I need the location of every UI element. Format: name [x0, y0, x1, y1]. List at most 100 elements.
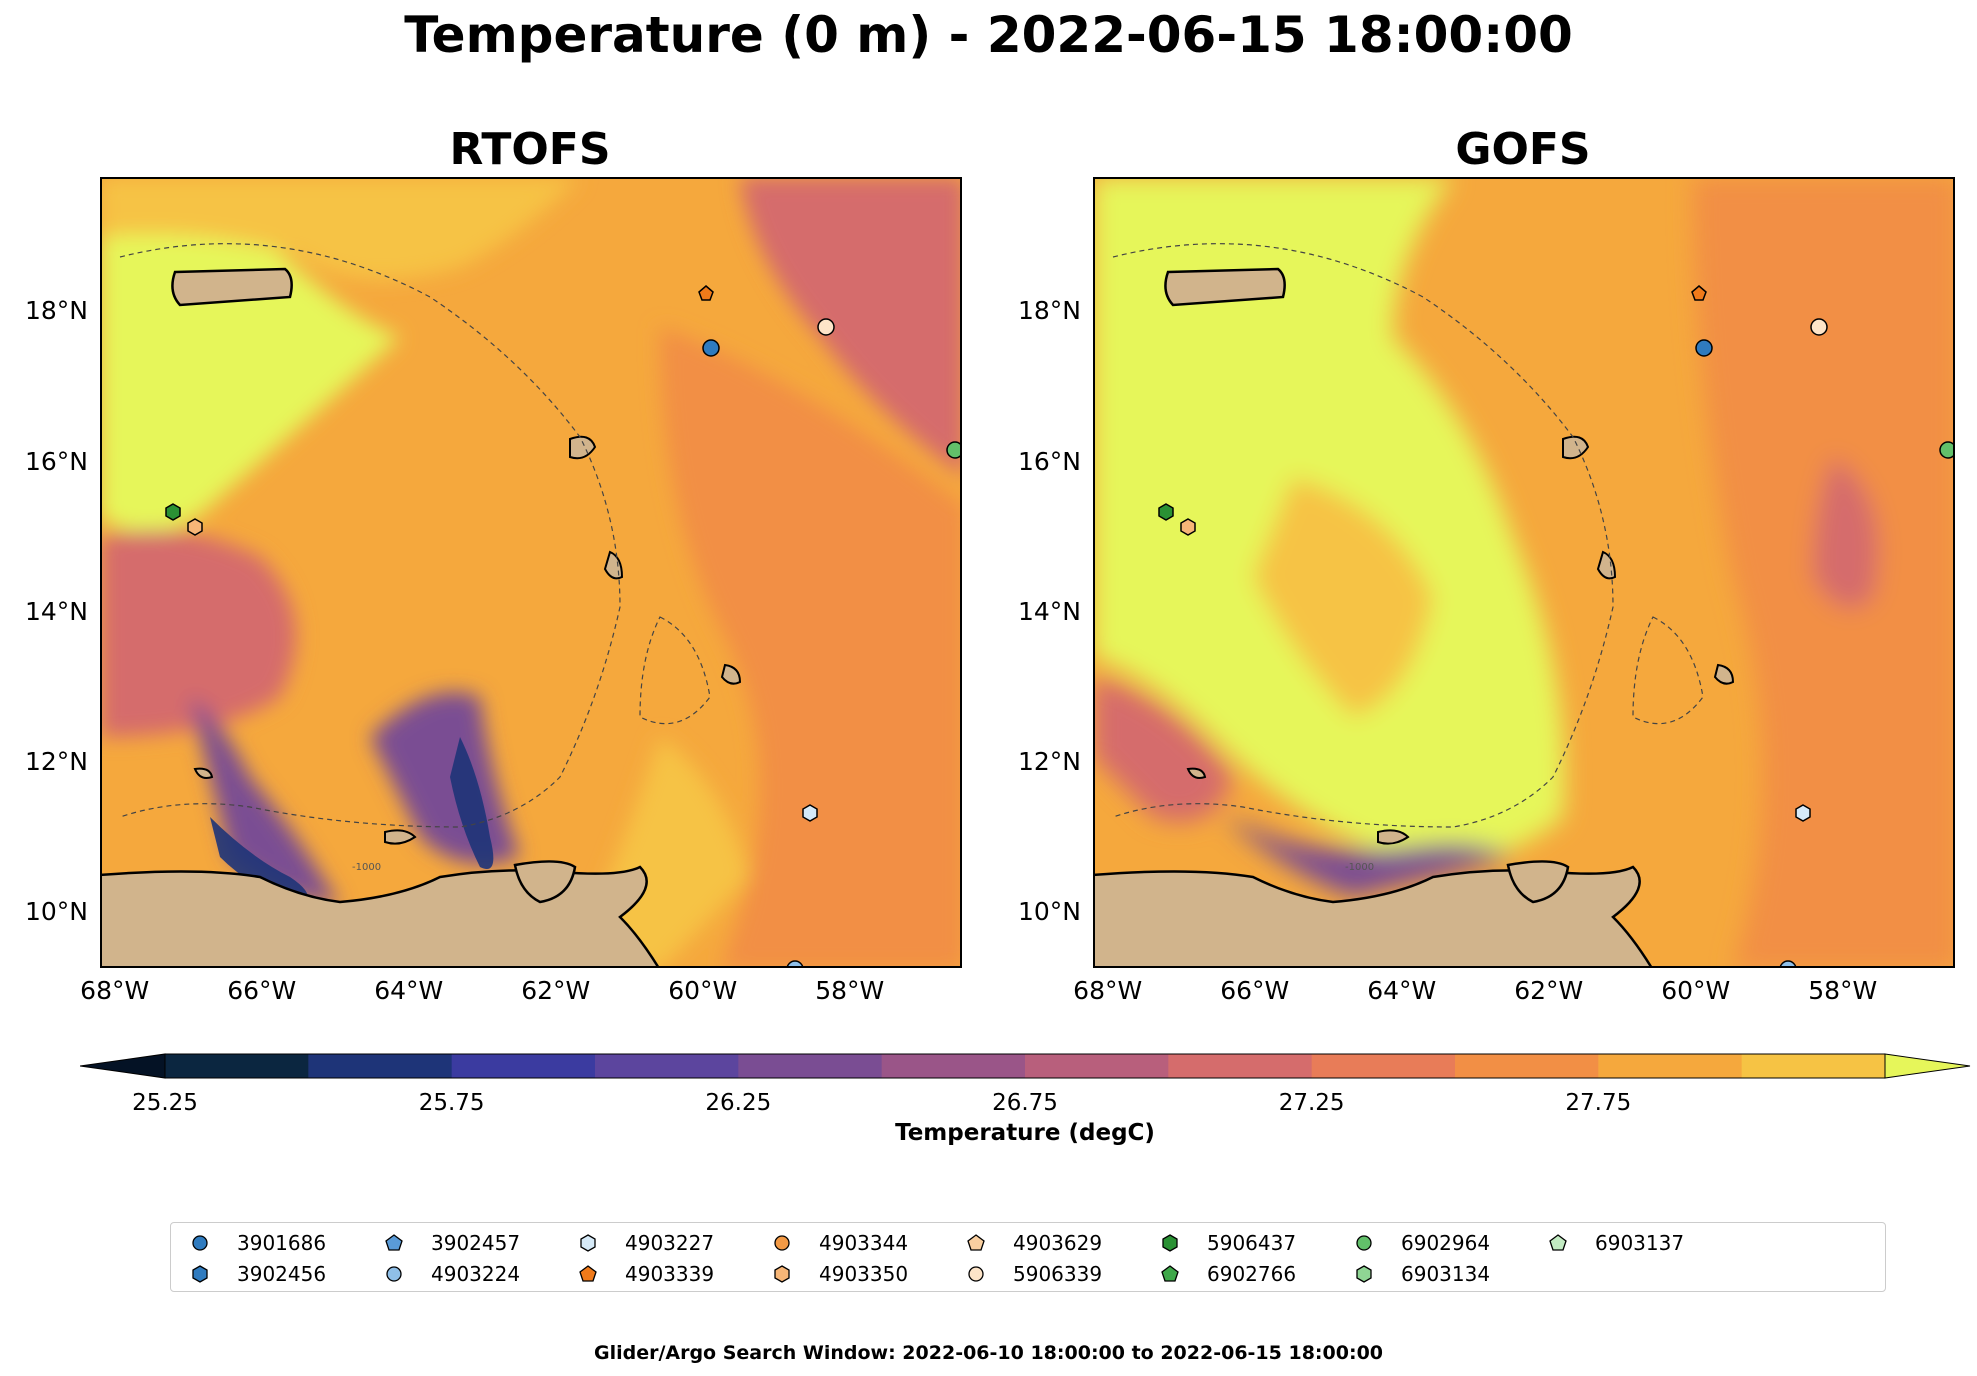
lon-tick-label-rtofs: 68°W [80, 976, 150, 1005]
lon-tick-label-rtofs: 62°W [521, 976, 591, 1005]
hexagon-marker-icon [192, 1265, 208, 1283]
lon-tick-label-rtofs: 58°W [815, 976, 885, 1005]
float-5906339-marker [817, 318, 835, 336]
lat-tick-label-rtofs: 12°N [24, 747, 88, 777]
legend-label: 6903134 [1401, 1262, 1491, 1286]
colorbar-tick-label: 26.25 [705, 1090, 772, 1116]
float-legend: 3901686 3902456 3902457 4903224 4903227 49033… [170, 1222, 1886, 1292]
pentagon-marker-icon [1549, 1234, 1567, 1251]
lat-tick-label-rtofs: 18°N [24, 296, 88, 326]
circle-marker-icon [386, 1266, 402, 1282]
legend-label: 4903350 [819, 1262, 909, 1286]
pentagon-marker-icon [967, 1234, 985, 1251]
bathymetry-contour [1632, 616, 1704, 725]
pentagon-marker-icon [1161, 1265, 1179, 1282]
cold-core-central [450, 737, 494, 869]
circle-marker-icon [774, 1235, 790, 1251]
colorbar-label: Temperature (degC) [895, 1120, 1155, 1146]
hexagon-marker-icon [580, 1234, 596, 1252]
red-streak-east [1813, 457, 1878, 609]
colorbar-tick-label: 27.75 [1565, 1090, 1632, 1116]
map-frame [1093, 177, 1955, 968]
lon-tick-label-gofs: 68°W [1073, 976, 1143, 1005]
colorbar-segment [165, 1054, 309, 1078]
orange-east [660, 327, 961, 967]
legend-label: 3902457 [431, 1231, 521, 1255]
float-5906339-marker [1810, 318, 1828, 336]
map-panel-rtofs: -1000 [100, 177, 962, 968]
bathymetry-contour [119, 243, 621, 828]
pentagon-marker-icon [385, 1234, 403, 1251]
legend-label: 4903344 [819, 1231, 909, 1255]
float-5906437-marker [165, 503, 181, 521]
colorbar-tick-label: 25.25 [132, 1090, 198, 1116]
float-6902964-marker [946, 441, 961, 459]
contour-label: -1000 [1345, 862, 1374, 873]
land-south-america [1094, 865, 1653, 967]
figure-title: Temperature (0 m) - 2022-06-15 18:00:00 [404, 6, 1573, 64]
hexagon-marker-icon [1356, 1265, 1372, 1283]
land-margarita [384, 829, 417, 845]
circle-marker-icon [192, 1235, 208, 1251]
legend-label: 5906437 [1207, 1231, 1297, 1255]
lat-tick-label-gofs: 18°N [1017, 296, 1081, 326]
colorbar-frame [164, 1053, 1886, 1079]
land-barbados [720, 663, 742, 685]
panel-title-gofs: GOFS [1455, 124, 1591, 175]
map-panel-gofs: -1000 [1093, 177, 1955, 968]
lon-tick-label-gofs: 66°W [1220, 976, 1290, 1005]
lon-tick-label-rtofs: 66°W [227, 976, 297, 1005]
legend-label: 3902456 [237, 1262, 327, 1286]
colorbar-segment [881, 1054, 1026, 1078]
lon-tick-label-rtofs: 60°W [668, 976, 738, 1005]
legend-label: 6902964 [1401, 1231, 1491, 1255]
lat-tick-label-gofs: 12°N [1017, 747, 1081, 777]
float-4903227-marker [1795, 804, 1811, 822]
colorbar-segment [1168, 1054, 1313, 1078]
colorbar-segment [1025, 1054, 1169, 1078]
cool-southwest [1094, 677, 1233, 822]
float-3901686-marker [1695, 339, 1713, 357]
colorbar-over-arrow [1884, 1053, 1971, 1079]
land-trinidad [1506, 860, 1570, 904]
colorbar-segment [595, 1054, 739, 1078]
pentagon-marker-icon [579, 1265, 597, 1282]
float-6902964-marker [1939, 441, 1954, 459]
colorbar-under-arrow [80, 1053, 166, 1079]
colorbar-segment [738, 1054, 883, 1078]
land-curacao [193, 767, 214, 779]
lat-tick-label-gofs: 14°N [1017, 596, 1081, 626]
float-4903227-marker [802, 804, 818, 822]
cooler-east [740, 178, 961, 475]
float-3901686-marker [702, 339, 720, 357]
hexagon-marker-icon [774, 1265, 790, 1283]
float-4903339-marker [1691, 285, 1707, 301]
cold-band-south [1223, 817, 1513, 897]
land-guadeloupe [569, 435, 597, 460]
lon-tick-label-gofs: 58°W [1808, 976, 1878, 1005]
legend-label: 4903629 [1013, 1231, 1103, 1255]
lat-tick-label-gofs: 10°N [1017, 897, 1081, 927]
lat-tick-label-rtofs: 16°N [24, 446, 88, 476]
colorbar-segment [1311, 1054, 1456, 1078]
float-5906437-marker [1158, 503, 1174, 521]
colorbar-tick-label: 25.75 [418, 1090, 485, 1116]
legend-label: 4903339 [625, 1262, 715, 1286]
land-puerto-rico [171, 267, 293, 307]
land-barbados [1713, 663, 1735, 685]
legend-label: 5906339 [1013, 1262, 1103, 1286]
circle-marker-icon [968, 1266, 984, 1282]
float-4903350-marker [1180, 518, 1196, 536]
land-trinidad [513, 860, 577, 904]
warm-water-central [1253, 477, 1433, 717]
float-4903224-marker [1779, 960, 1797, 967]
colorbar-segment [1598, 1054, 1743, 1078]
lat-tick-label-rtofs: 14°N [24, 596, 88, 626]
colorbar-segment [451, 1054, 596, 1078]
cold-core-west [210, 817, 308, 907]
search-window-footer: Glider/Argo Search Window: 2022-06-10 18… [593, 1342, 1384, 1364]
map-frame [100, 177, 962, 968]
legend-label: 3901686 [237, 1231, 327, 1255]
panel-title-rtofs: RTOFS [449, 124, 611, 175]
land-south-america [101, 865, 660, 967]
